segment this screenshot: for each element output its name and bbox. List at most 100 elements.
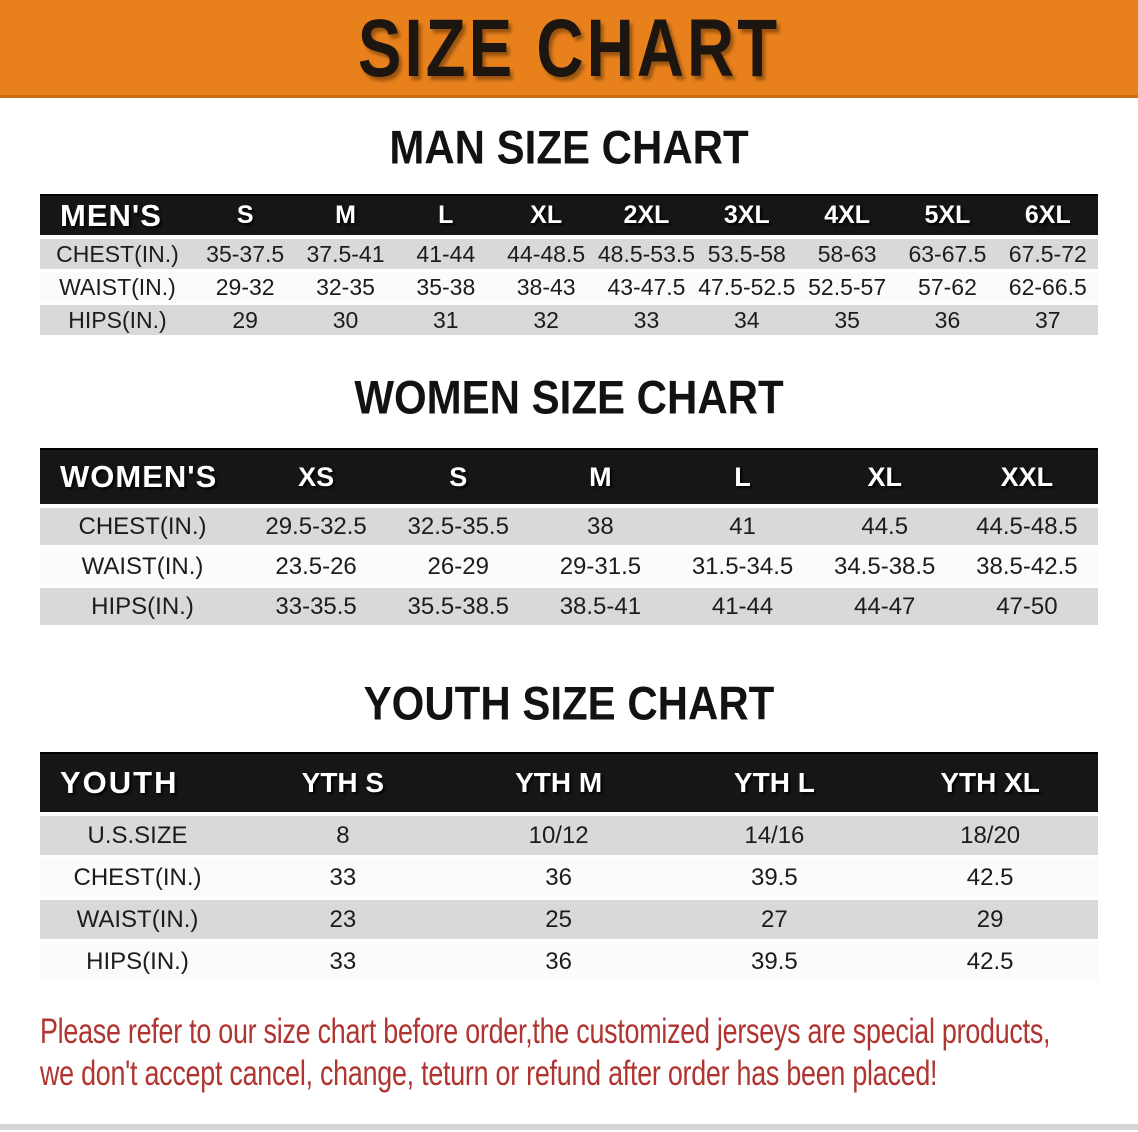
size-value-cell: 33 xyxy=(235,858,451,900)
table-row: CHEST(IN.) 33 36 39.5 42.5 xyxy=(40,858,1098,900)
men-table-wrap: MEN'S S M L XL 2XL 3XL 4XL 5XL 6XL CHEST(IN.) 35-37… xyxy=(0,194,1138,338)
women-section-heading: WOMEN SIZE CHART xyxy=(354,371,784,424)
size-value-cell: 36 xyxy=(450,858,667,900)
size-value-cell: 35 xyxy=(796,305,898,338)
size-value-cell: 18/20 xyxy=(882,816,1098,858)
table-row: CHEST(IN.) 35-37.5 37.5-41 41-44 44-48.5 48.5… xyxy=(40,239,1098,272)
size-value-cell: 48.5-53.5 xyxy=(596,239,697,272)
size-value-cell: 33 xyxy=(235,942,451,984)
disclaimer-line-1: Please refer to our size chart before or… xyxy=(40,1011,1051,1051)
size-value-cell: 29.5-32.5 xyxy=(245,508,388,548)
column-header: YTH S xyxy=(235,752,451,816)
size-value-cell: 43-47.5 xyxy=(596,272,697,305)
size-value-cell: 37 xyxy=(997,305,1098,338)
size-value-cell: 10/12 xyxy=(450,816,667,858)
row-label: CHEST(IN.) xyxy=(40,239,195,272)
column-header: YTH XL xyxy=(882,752,1098,816)
size-value-cell: 53.5-58 xyxy=(696,239,797,272)
section-youth: YOUTH SIZE CHART YOUTH YTH S YTH M YTH L YTH… xyxy=(0,677,1138,984)
size-value-cell: 38 xyxy=(529,508,672,548)
size-value-cell: 38-43 xyxy=(495,272,597,305)
size-value-cell: 29 xyxy=(882,900,1098,942)
table-row: WAIST(IN.) 23 25 27 29 xyxy=(40,900,1098,942)
column-header: XS xyxy=(245,448,388,508)
size-value-cell: 42.5 xyxy=(882,942,1098,984)
table-row: CHEST(IN.) 29.5-32.5 32.5-35.5 38 41 44.5 44.5… xyxy=(40,508,1098,548)
column-header: XXL xyxy=(955,448,1098,508)
size-value-cell: 44.5-48.5 xyxy=(955,508,1098,548)
column-header: 5XL xyxy=(897,194,998,239)
row-label: HIPS(IN.) xyxy=(40,305,195,338)
size-value-cell: 47-50 xyxy=(955,588,1098,628)
table-corner-label: YOUTH xyxy=(40,752,235,816)
column-header: 4XL xyxy=(796,194,898,239)
row-label: CHEST(IN.) xyxy=(40,508,245,548)
row-label: CHEST(IN.) xyxy=(40,858,235,900)
table-row: WAIST(IN.) 23.5-26 26-29 29-31.5 31.5-34.5 34… xyxy=(40,548,1098,588)
table-row: HIPS(IN.) 33 36 39.5 42.5 xyxy=(40,942,1098,984)
size-value-cell: 31 xyxy=(395,305,496,338)
column-header: 6XL xyxy=(997,194,1098,239)
size-value-cell: 30 xyxy=(295,305,396,338)
column-header: S xyxy=(387,448,530,508)
table-corner-label: MEN'S xyxy=(40,194,195,239)
size-value-cell: 67.5-72 xyxy=(997,239,1098,272)
size-value-cell: 29 xyxy=(195,305,296,338)
size-value-cell: 42.5 xyxy=(882,858,1098,900)
size-value-cell: 36 xyxy=(897,305,998,338)
column-header: M xyxy=(529,448,672,508)
size-value-cell: 33 xyxy=(596,305,697,338)
size-value-cell: 44-47 xyxy=(813,588,956,628)
size-value-cell: 23.5-26 xyxy=(245,548,388,588)
row-label: WAIST(IN.) xyxy=(40,900,235,942)
men-size-table: MEN'S S M L XL 2XL 3XL 4XL 5XL 6XL CHEST(IN.) 35-37… xyxy=(40,194,1098,338)
youth-table-wrap: YOUTH YTH S YTH M YTH L YTH XL U.S.SIZE 8 10/12… xyxy=(0,752,1138,984)
size-value-cell: 32 xyxy=(495,305,597,338)
size-value-cell: 35.5-38.5 xyxy=(387,588,530,628)
column-header: YTH M xyxy=(450,752,667,816)
size-value-cell: 8 xyxy=(235,816,451,858)
size-value-cell: 41-44 xyxy=(395,239,496,272)
size-value-cell: 63-67.5 xyxy=(897,239,998,272)
section-women: WOMEN SIZE CHART WOMEN'S XS S M L XL XXL CHEST(… xyxy=(0,371,1138,628)
women-table-wrap: WOMEN'S XS S M L XL XXL CHEST(IN.) 29.5-32.5 32.5… xyxy=(0,448,1138,628)
column-header: XL xyxy=(495,194,597,239)
table-header-row: YOUTH YTH S YTH M YTH L YTH XL xyxy=(40,752,1098,816)
size-value-cell: 38.5-41 xyxy=(529,588,672,628)
size-value-cell: 34.5-38.5 xyxy=(813,548,956,588)
column-header: XL xyxy=(813,448,956,508)
size-value-cell: 44.5 xyxy=(813,508,956,548)
row-label: HIPS(IN.) xyxy=(40,588,245,628)
size-value-cell: 41 xyxy=(671,508,814,548)
size-value-cell: 32.5-35.5 xyxy=(387,508,530,548)
size-value-cell: 37.5-41 xyxy=(295,239,396,272)
youth-section-heading: YOUTH SIZE CHART xyxy=(363,677,775,730)
size-value-cell: 25 xyxy=(450,900,667,942)
table-corner-label: WOMEN'S xyxy=(40,448,245,508)
size-value-cell: 29-32 xyxy=(195,272,296,305)
table-row: WAIST(IN.) 29-32 32-35 35-38 38-43 43-47.5 47.… xyxy=(40,272,1098,305)
banner-title: SIZE CHART xyxy=(357,1,781,94)
size-value-cell: 35-37.5 xyxy=(195,239,296,272)
size-value-cell: 52.5-57 xyxy=(796,272,898,305)
column-header: 3XL xyxy=(696,194,797,239)
women-size-table: WOMEN'S XS S M L XL XXL CHEST(IN.) 29.5-32.5 32.5… xyxy=(40,448,1098,628)
disclaimer-line-2: we don't accept cancel, change, teturn o… xyxy=(40,1053,938,1093)
size-value-cell: 36 xyxy=(450,942,667,984)
row-label: WAIST(IN.) xyxy=(40,272,195,305)
disclaimer: Please refer to our size chart before or… xyxy=(40,1010,1098,1094)
size-value-cell: 31.5-34.5 xyxy=(671,548,814,588)
column-header: L xyxy=(395,194,496,239)
size-value-cell: 26-29 xyxy=(387,548,530,588)
row-label: WAIST(IN.) xyxy=(40,548,245,588)
size-value-cell: 39.5 xyxy=(666,942,883,984)
size-value-cell: 35-38 xyxy=(395,272,496,305)
size-value-cell: 47.5-52.5 xyxy=(696,272,797,305)
column-header: 2XL xyxy=(596,194,697,239)
size-value-cell: 57-62 xyxy=(897,272,998,305)
column-header: S xyxy=(195,194,296,239)
size-value-cell: 34 xyxy=(696,305,797,338)
banner: SIZE CHART xyxy=(0,0,1138,98)
bottom-strip xyxy=(0,1124,1138,1130)
